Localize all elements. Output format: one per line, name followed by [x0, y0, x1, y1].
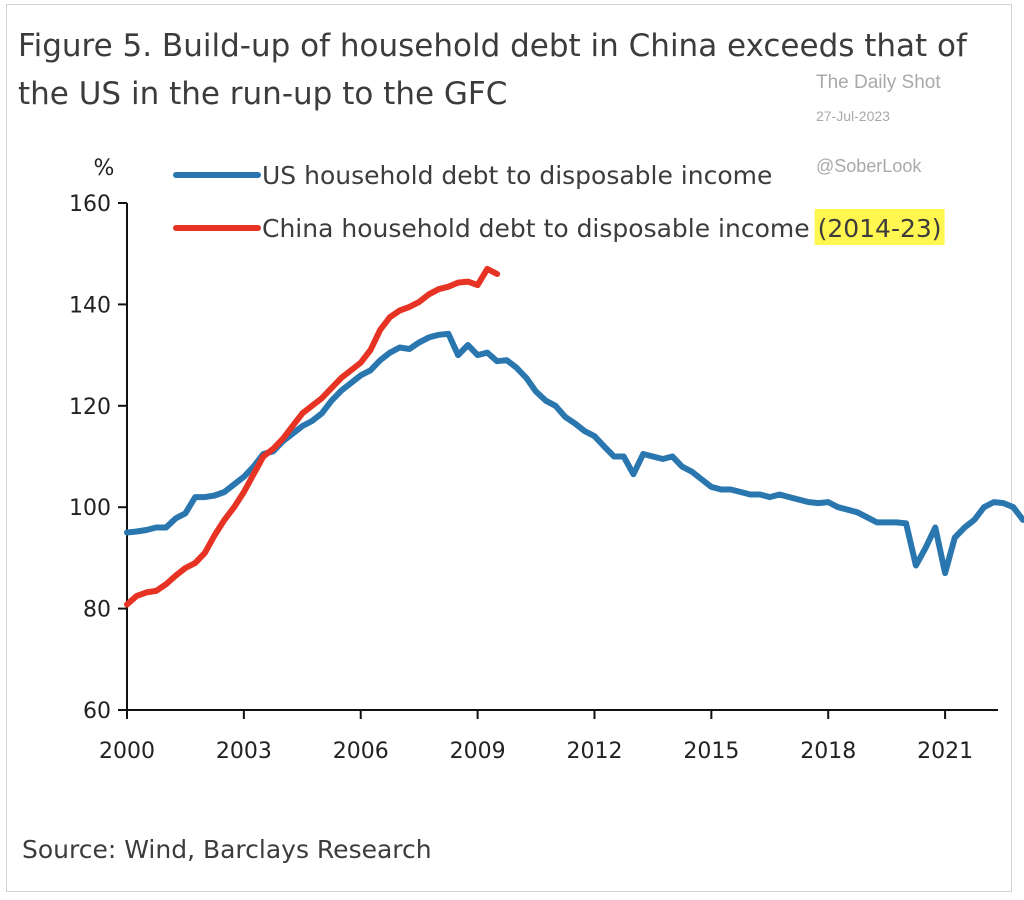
legend-label-china: China household debt to disposable incom…: [262, 214, 942, 243]
y-tick-label: 160: [69, 192, 111, 217]
y-tick-label: 80: [83, 598, 111, 623]
x-tick-label: 2006: [333, 739, 389, 764]
x-tick-label: 2018: [800, 739, 856, 764]
x-tick-label: 2015: [683, 739, 739, 764]
x-tick-label: 2003: [216, 739, 272, 764]
x-tick-label: 2021: [917, 739, 973, 764]
y-axis-unit: %: [94, 156, 115, 181]
x-tick-label: 2000: [99, 739, 155, 764]
legend-label-us: US household debt to disposable income: [262, 161, 772, 190]
us-debt-series-line: [124, 330, 1024, 577]
y-tick-label: 120: [69, 395, 111, 420]
chart-frame: [6, 4, 1012, 892]
watermark-handle: @SoberLook: [816, 156, 922, 176]
source-note: Source: Wind, Barclays Research: [22, 835, 432, 864]
watermark-site: The Daily Shot: [816, 72, 941, 93]
legend-label-china-years: (2014-23): [818, 214, 942, 243]
x-tick-label: 2009: [450, 739, 506, 764]
legend: US household debt to disposable income Ch…: [173, 161, 945, 245]
legend-highlight: [814, 209, 945, 245]
china-debt-series-line: [124, 265, 501, 608]
axes: 60 80 100 120 140 160% 2000 2003 2006 2009 2012 201…: [69, 156, 998, 764]
x-tick-label: 2012: [566, 739, 622, 764]
y-tick-label: 60: [83, 699, 111, 724]
y-tick-label: 100: [69, 496, 111, 521]
watermark-date: 27-Jul-2023: [816, 108, 890, 124]
chart-title: Figure 5. Build-up of household debt in …: [18, 28, 967, 112]
series-layer: [124, 265, 1024, 608]
y-tick-label: 140: [69, 293, 111, 318]
